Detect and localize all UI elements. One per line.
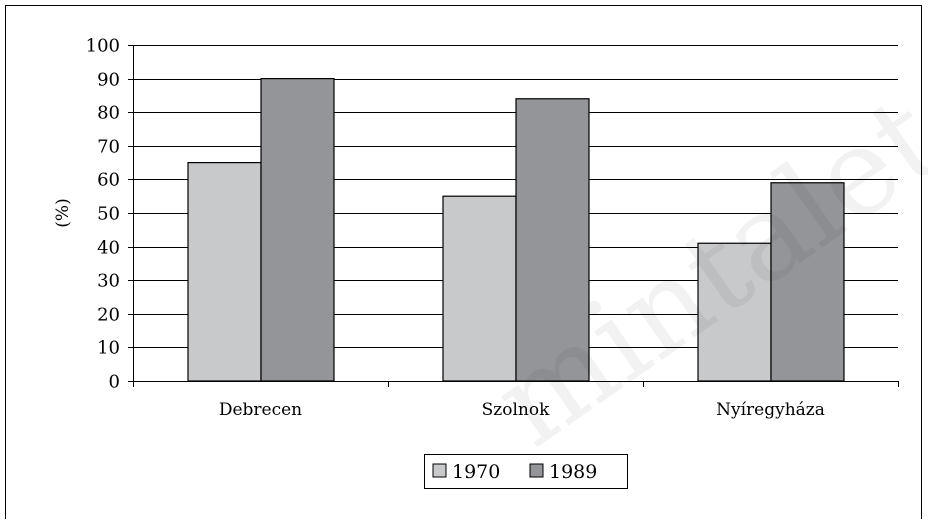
legend-label: 1989 — [549, 461, 597, 483]
y-tick-label: 60 — [97, 170, 120, 191]
axes — [128, 45, 899, 387]
legend-swatch-1970 — [432, 463, 447, 478]
bar-nyíregyháza-1989 — [770, 182, 845, 382]
bars — [187, 77, 845, 382]
x-category-label: Nyíregyháza — [716, 400, 825, 420]
y-tick-label: 0 — [109, 372, 120, 393]
y-tick-label: 10 — [97, 338, 120, 359]
chart-border — [5, 5, 922, 524]
x-category-labels: Debrecen Szolnok Nyíregyháza — [219, 400, 825, 420]
y-tick-labels: 0 10 20 30 40 50 60 70 80 90 100 — [86, 36, 120, 393]
y-tick-label: 90 — [97, 70, 120, 91]
bar-debrecen-1989 — [260, 77, 335, 382]
x-category-label: Debrecen — [219, 400, 302, 420]
y-tick-label: 40 — [97, 238, 120, 259]
legend-label: 1970 — [452, 461, 500, 483]
y-tick-label: 100 — [86, 36, 120, 57]
y-tick-label: 80 — [97, 103, 120, 124]
bar-debrecen-1970 — [187, 162, 262, 382]
y-tick-label: 30 — [97, 271, 120, 292]
legend: 1970 1989 — [424, 454, 628, 489]
y-tick-label: 70 — [97, 137, 120, 158]
legend-box — [424, 454, 628, 489]
bar-szolnok-1970 — [442, 195, 517, 382]
y-axis-label: (%) — [53, 198, 73, 227]
bar-nyíregyháza-1970 — [697, 242, 772, 382]
bar-szolnok-1989 — [515, 98, 590, 382]
y-tick-label: 50 — [97, 204, 120, 225]
x-category-label: Szolnok — [482, 400, 550, 420]
y-tick-label: 20 — [97, 305, 120, 326]
legend-swatch-1989 — [529, 463, 544, 478]
